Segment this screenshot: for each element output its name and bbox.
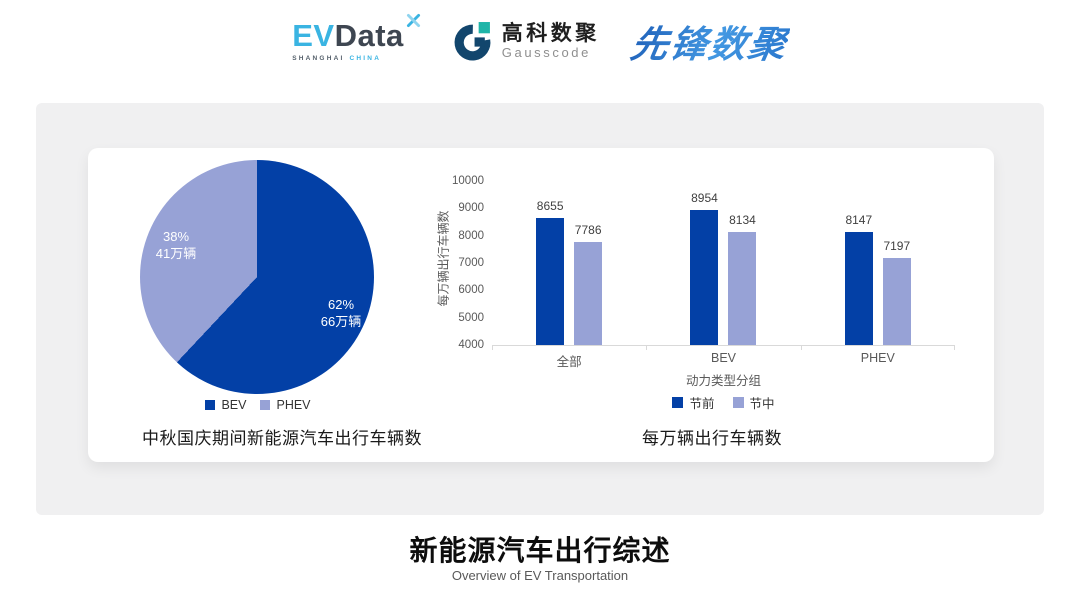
category-label-bev: BEV (710, 351, 736, 365)
content-panel: 62% 66万辆 38% 41万辆 BEV PHEV 中秋国庆期间新能源汽车出行… (36, 103, 1044, 515)
bar-pre-holiday-phev: 8147 (844, 213, 873, 345)
gausscode-g-icon (454, 21, 491, 60)
gausscode-cn-name: 高科数聚 (501, 21, 600, 45)
bar-value-label: 7197 (883, 238, 911, 253)
x-axis-tick (492, 346, 493, 350)
pie-legend-label-bev: BEV (221, 398, 247, 412)
bar-x-axis-title: 动力类型分组 (685, 374, 761, 388)
bar-pre-holiday-bev: 8954 (690, 191, 719, 345)
during-holiday-color-swatch (732, 397, 744, 408)
pie-legend-item-phev: PHEV (260, 398, 311, 412)
evdata-shanghai-text: SHANGHAI (292, 55, 345, 62)
bar-during-holiday-all: 7786 (574, 223, 603, 345)
bar-value-label: 8147 (845, 212, 873, 227)
pre-holiday-color-swatch (672, 397, 684, 408)
bar-legend-label-pre-holiday: 节前 (689, 397, 715, 411)
pie-phev-percent: 38% (162, 229, 190, 244)
pie-legend: BEV PHEV (88, 398, 428, 412)
x-axis-tick (954, 346, 955, 350)
ytick-6000: 6000 (458, 284, 484, 297)
bar-y-axis-ticks: 10000 9000 8000 7000 6000 5000 4000 (422, 175, 484, 351)
evdata-logo: EV Data SHANGHAI CHINA (292, 13, 420, 62)
evdata-ev-text: EV (292, 18, 335, 53)
pie-slice-label-bev: 62% 66万辆 (299, 297, 383, 331)
charts-card: 62% 66万辆 38% 41万辆 BEV PHEV 中秋国庆期间新能源汽车出行… (88, 148, 994, 462)
bar-during-holiday-bev: 8134 (728, 213, 757, 345)
bar-during-holiday-phev: 7197 (882, 239, 911, 345)
category-label-phev: PHEV (860, 351, 895, 365)
bar-value-label: 8954 (691, 190, 718, 205)
bar-chart-title: 每万辆出行车辆数 (642, 429, 782, 448)
gausscode-en-name: Gausscode (501, 44, 591, 60)
bar-group-all: 8655 7786 (492, 181, 646, 345)
bar-legend: 节前 节中 (492, 393, 955, 412)
page-title: 新能源汽车出行综述 (409, 535, 671, 566)
bar-value-label: 7786 (574, 222, 602, 237)
pie-legend-label-phev: PHEV (276, 398, 311, 412)
pie-phev-amount: 41万辆 (155, 245, 197, 261)
evdata-x-star-icon (406, 13, 420, 28)
pie-chart (140, 160, 374, 394)
ytick-4000: 4000 (458, 339, 484, 351)
pie-chart-title: 中秋国庆期间新能源汽车出行车辆数 (142, 429, 422, 448)
bar-category-labels: 全部 BEV PHEV (492, 351, 955, 370)
pioneer-logo: 先锋数聚 (628, 14, 791, 68)
gausscode-logo: 高科数聚 Gausscode (452, 21, 600, 62)
bar-pre-holiday-all: 8655 (536, 199, 565, 345)
evdata-wordmark: EV Data (292, 13, 420, 53)
pie-bev-amount: 66万辆 (320, 313, 362, 329)
bar-legend-item-pre-holiday: 节前 (672, 393, 715, 412)
bar-value-label: 8134 (729, 213, 756, 228)
evdata-subtext: SHANGHAI CHINA (292, 55, 420, 62)
ytick-10000: 10000 (452, 175, 484, 187)
bar-value-label: 8655 (536, 198, 564, 213)
gausscode-text: 高科数聚 Gausscode (502, 22, 600, 60)
ytick-5000: 5000 (458, 311, 484, 324)
bev-color-swatch (205, 400, 216, 410)
ytick-9000: 9000 (458, 202, 484, 215)
pioneer-wordmark: 先锋数聚 (627, 14, 793, 68)
x-axis-tick (800, 346, 802, 350)
x-axis-tick (646, 346, 648, 350)
bar-legend-item-during-holiday: 节中 (732, 393, 775, 412)
ytick-7000: 7000 (458, 257, 484, 269)
header-logos: EV Data SHANGHAI CHINA 高科数聚 Gausscode 先锋数… (0, 13, 1080, 68)
bar-group-phev: 8147 7197 (801, 181, 955, 345)
phev-color-swatch (260, 400, 271, 410)
category-label-all: 全部 (556, 355, 582, 369)
bar-group-bev: 8954 8134 (646, 181, 800, 345)
evdata-data-text: Data (334, 18, 404, 53)
ytick-8000: 8000 (458, 229, 484, 242)
evdata-china-text: CHINA (349, 55, 382, 62)
pie-bev-percent: 62% (327, 297, 355, 312)
pie-legend-item-bev: BEV (205, 398, 246, 412)
page-subtitle: Overview of EV Transportation (451, 568, 629, 583)
bar-chart-plot-area: 8655 7786 8954 8134 8147 7197 (492, 181, 955, 350)
bar-legend-label-during-holiday: 节中 (749, 397, 775, 411)
pie-slice-label-phev: 38% 41万辆 (134, 229, 218, 263)
